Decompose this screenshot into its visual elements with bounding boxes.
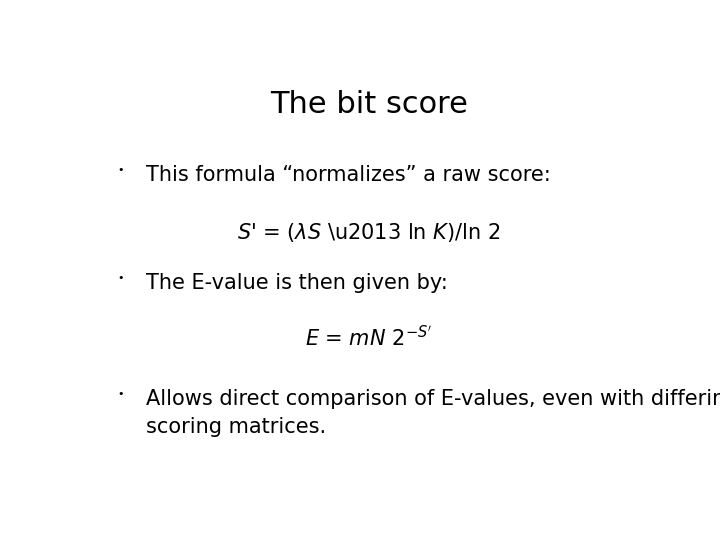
- Text: The E-value is then given by:: The E-value is then given by:: [145, 273, 448, 293]
- Text: $\mathit{E}$ = $\mathit{mN}$ 2$^{-\mathit{S}'}$: $\mathit{E}$ = $\mathit{mN}$ 2$^{-\mathi…: [305, 325, 433, 349]
- Text: •: •: [117, 389, 124, 399]
- Text: The bit score: The bit score: [270, 90, 468, 119]
- Text: Allows direct comparison of E-values, even with differing
scoring matrices.: Allows direct comparison of E-values, ev…: [145, 389, 720, 437]
- Text: •: •: [117, 165, 124, 174]
- Text: •: •: [117, 273, 124, 283]
- Text: This formula “normalizes” a raw score:: This formula “normalizes” a raw score:: [145, 165, 551, 185]
- Text: $\mathit{S}$' = ($\lambda\mathit{S}$ \u2013 ln $\mathit{K}$)/ln 2: $\mathit{S}$' = ($\lambda\mathit{S}$ \u2…: [238, 221, 500, 244]
